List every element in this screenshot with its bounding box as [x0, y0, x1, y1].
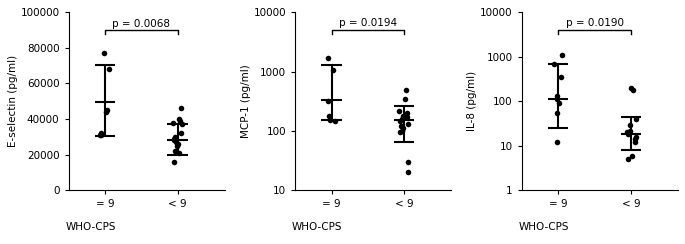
Point [323, 99, 334, 103]
Point [630, 140, 640, 144]
Point [630, 137, 641, 141]
Point [556, 53, 567, 57]
Point [396, 117, 407, 121]
Point [552, 140, 563, 144]
Point [171, 144, 182, 148]
Point [623, 157, 634, 161]
Point [104, 67, 115, 71]
Text: p = 0.0190: p = 0.0190 [566, 18, 623, 28]
Point [395, 130, 406, 134]
Point [96, 133, 107, 137]
Point [630, 117, 641, 121]
Point [96, 131, 107, 135]
Point [169, 135, 180, 139]
Point [625, 122, 636, 126]
Point [327, 68, 338, 72]
Text: WHO-CPS: WHO-CPS [65, 222, 116, 232]
Point [401, 89, 412, 92]
Point [549, 62, 560, 66]
Point [551, 97, 562, 101]
Point [403, 122, 414, 126]
Point [551, 111, 562, 115]
Point [169, 137, 179, 141]
Point [173, 151, 184, 155]
Point [402, 160, 413, 164]
Point [551, 94, 562, 98]
Point [623, 132, 634, 136]
Point [170, 140, 181, 144]
Point [173, 117, 184, 121]
Y-axis label: IL-8 (pg/ml): IL-8 (pg/ml) [467, 71, 477, 131]
Point [169, 139, 180, 142]
Point [101, 110, 112, 114]
Point [395, 119, 406, 123]
Point [175, 131, 186, 135]
Point [401, 111, 412, 115]
Point [396, 124, 407, 128]
Point [177, 122, 188, 126]
Point [625, 129, 636, 132]
Point [176, 106, 187, 110]
Point [627, 154, 638, 158]
Point [625, 86, 636, 90]
Point [398, 114, 409, 118]
Point [102, 108, 113, 112]
Point [174, 119, 185, 123]
Point [402, 171, 413, 174]
Point [621, 131, 632, 134]
Text: WHO-CPS: WHO-CPS [519, 222, 569, 232]
Point [323, 114, 334, 118]
Point [324, 118, 335, 122]
Text: p = 0.0194: p = 0.0194 [339, 18, 397, 28]
Y-axis label: MCP-1 (pg/ml): MCP-1 (pg/ml) [240, 64, 251, 138]
Point [556, 75, 566, 79]
Point [398, 127, 409, 131]
Point [173, 142, 184, 146]
Point [167, 121, 178, 125]
Point [399, 97, 410, 101]
Point [627, 88, 638, 92]
Point [553, 101, 564, 105]
Point [169, 160, 179, 164]
Text: WHO-CPS: WHO-CPS [292, 222, 342, 232]
Point [394, 109, 405, 112]
Point [397, 129, 408, 133]
Point [95, 133, 106, 137]
Point [98, 51, 109, 55]
Y-axis label: E-selectin (pg/ml): E-selectin (pg/ml) [8, 55, 18, 147]
Point [402, 115, 413, 119]
Point [170, 149, 181, 153]
Point [329, 119, 340, 123]
Point [322, 56, 333, 60]
Text: p = 0.0068: p = 0.0068 [112, 19, 170, 29]
Point [630, 135, 641, 139]
